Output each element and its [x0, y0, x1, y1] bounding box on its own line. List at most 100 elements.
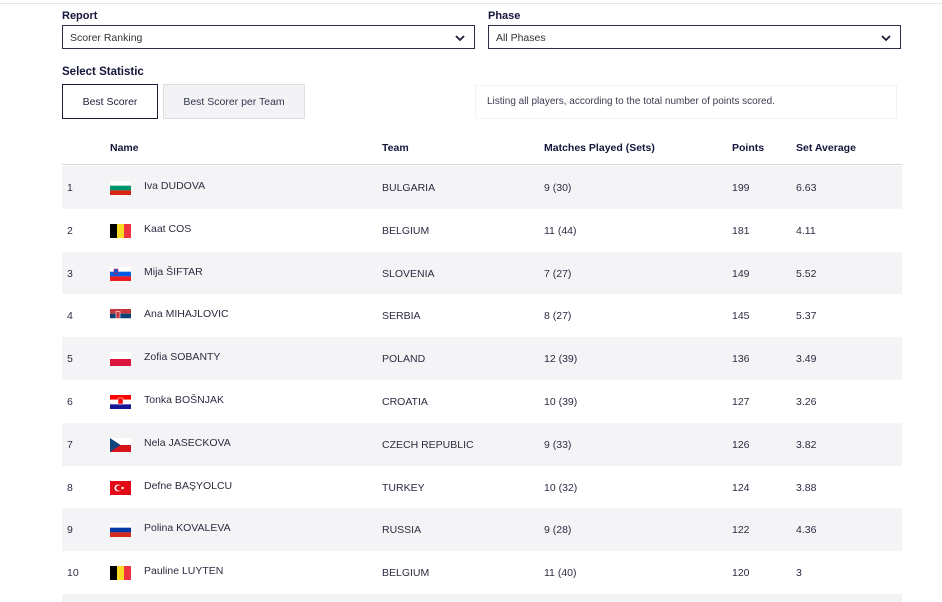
team-cell: SERBIA: [382, 310, 421, 323]
table-row[interactable]: 7 Nela JASECKOVA CZECH REPUBLIC 9 (33) 1…: [62, 422, 902, 466]
table-row[interactable]: 6 Tonka BOŠNJAK CROATIA 10 (39) 127 3.26: [62, 380, 902, 423]
points-cell: 122: [732, 524, 750, 537]
slovenia-flag-icon: [110, 266, 131, 281]
select-statistic-label: Select Statistic: [62, 66, 144, 78]
set-average-cell: 3.49: [796, 353, 817, 366]
set-average-cell: 3.82: [796, 438, 817, 451]
set-average-cell: 5.37: [796, 310, 817, 323]
serbia-flag-icon: [110, 309, 131, 324]
matches-cell: 9 (33): [544, 438, 572, 451]
player-name[interactable]: Zofia SOBANTY: [144, 351, 221, 364]
phase-label: Phase: [488, 10, 521, 22]
player-name[interactable]: Kaat COS: [144, 222, 192, 235]
rank-cell: 10: [67, 567, 79, 580]
points-cell: 199: [732, 182, 750, 194]
table-row[interactable]: 5 Zofia SOBANTY POLAND 12 (39) 136 3.49: [62, 337, 902, 380]
matches-cell: 12 (39): [544, 353, 578, 366]
matches-cell: 11 (40): [544, 567, 577, 580]
rank-cell: 9: [67, 524, 73, 537]
rank-cell: 3: [67, 267, 73, 280]
belgium-flag-icon: [110, 223, 131, 238]
statistic-description: Listing all players, according to the to…: [476, 86, 896, 118]
table-row[interactable]: 8 Defne BAŞYOLCU TURKEY 10 (32) 124 3.88: [62, 466, 902, 509]
player-name[interactable]: Defne BAŞYOLCU: [144, 479, 233, 492]
player-name[interactable]: Nela JASECKOVA: [144, 436, 231, 449]
player-name[interactable]: Mija ŠIFTAR: [144, 265, 203, 278]
russia-flag-icon: [110, 523, 131, 538]
set-average-cell: 6.63: [796, 182, 817, 194]
matches-cell: 8 (27): [544, 310, 572, 323]
table-row[interactable]: 2 Kaat COS BELGIUM 11 (44) 181 4.11: [62, 209, 902, 252]
rank-cell: 2: [67, 224, 73, 237]
player-name[interactable]: Tonka BOŠNJAK: [144, 393, 224, 406]
report-select-value: Scorer Ranking: [70, 32, 143, 44]
rank-cell: 4: [67, 310, 73, 323]
matches-cell: 7 (27): [544, 267, 572, 280]
rank-cell: 6: [67, 395, 73, 408]
team-cell: BELGIUM: [382, 224, 430, 237]
points-cell: 127: [732, 395, 750, 408]
poland-flag-icon: [110, 352, 131, 367]
header-set-average[interactable]: Set Average: [796, 142, 856, 154]
header-name[interactable]: Name: [110, 142, 139, 154]
team-cell: BELGIUM: [382, 567, 430, 580]
top-divider: [0, 3, 942, 4]
best-scorer-button[interactable]: Best Scorer: [62, 84, 158, 119]
bulgaria-flag-icon: [110, 181, 131, 195]
table-row-partial: [62, 594, 902, 602]
matches-cell: 9 (28): [544, 524, 572, 537]
team-cell: BULGARIA: [382, 182, 436, 194]
set-average-cell: 4.11: [796, 224, 816, 237]
turkey-flag-icon: [110, 480, 131, 495]
matches-cell: 11 (44): [544, 224, 577, 237]
matches-cell: 9 (30): [544, 182, 572, 194]
rank-cell: 7: [67, 438, 73, 451]
team-cell: SLOVENIA: [382, 267, 435, 280]
report-select[interactable]: Scorer Ranking: [62, 25, 475, 49]
report-label: Report: [62, 10, 98, 22]
chevron-down-icon: [880, 32, 892, 44]
set-average-cell: 4.36: [796, 524, 817, 537]
rank-cell: 5: [67, 353, 73, 366]
phase-select-value: All Phases: [496, 32, 546, 44]
points-cell: 145: [732, 310, 750, 323]
belgium-flag-icon: [110, 566, 131, 581]
set-average-cell: 3.26: [796, 395, 817, 408]
player-name[interactable]: Pauline LUYTEN: [144, 565, 224, 578]
team-cell: TURKEY: [382, 481, 425, 494]
header-matches[interactable]: Matches Played (Sets): [544, 142, 655, 154]
matches-cell: 10 (39): [544, 395, 578, 408]
table-row[interactable]: 10 Pauline LUYTEN BELGIUM 11 (40) 120 3: [62, 551, 902, 594]
player-name[interactable]: Ana MIHAJLOVIC: [144, 308, 229, 321]
czech-republic-flag-icon: [110, 437, 131, 452]
ranking-table-body: 1 Iva DUDOVA BULGARIA 9 (30) 199 6.63 2 …: [62, 166, 902, 594]
table-row[interactable]: 3 Mija ŠIFTAR SLOVENIA 7 (27) 149 5.52: [62, 251, 902, 295]
header-points[interactable]: Points: [732, 142, 765, 154]
chevron-down-icon: [454, 32, 466, 44]
header-team[interactable]: Team: [382, 142, 409, 154]
set-average-cell: 3.88: [796, 481, 817, 494]
phase-select[interactable]: All Phases: [488, 25, 901, 49]
table-row[interactable]: 1 Iva DUDOVA BULGARIA 9 (30) 199 6.63: [62, 166, 902, 209]
points-cell: 136: [732, 353, 750, 366]
team-cell: CROATIA: [382, 395, 428, 408]
player-name[interactable]: Iva DUDOVA: [144, 180, 206, 192]
points-cell: 120: [732, 567, 750, 580]
table-row[interactable]: 9 Polina KOVALEVA RUSSIA 9 (28) 122 4.36: [62, 508, 902, 552]
table-header: Name Team Matches Played (Sets) Points S…: [62, 135, 902, 165]
points-cell: 149: [732, 267, 750, 280]
points-cell: 181: [732, 224, 750, 237]
rank-cell: 8: [67, 481, 73, 494]
team-cell: POLAND: [382, 353, 426, 366]
points-cell: 126: [732, 438, 750, 451]
player-name[interactable]: Polina KOVALEVA: [144, 522, 231, 535]
team-cell: RUSSIA: [382, 524, 422, 537]
best-scorer-per-team-button[interactable]: Best Scorer per Team: [163, 84, 305, 119]
set-average-cell: 5.52: [796, 267, 817, 280]
set-average-cell: 3: [796, 567, 802, 580]
team-cell: CZECH REPUBLIC: [382, 438, 474, 451]
croatia-flag-icon: [110, 394, 131, 409]
points-cell: 124: [732, 481, 750, 494]
rank-cell: 1: [67, 182, 73, 194]
table-row[interactable]: 4 Ana MIHAJLOVIC SERBIA 8 (27) 145 5.37: [62, 294, 902, 337]
